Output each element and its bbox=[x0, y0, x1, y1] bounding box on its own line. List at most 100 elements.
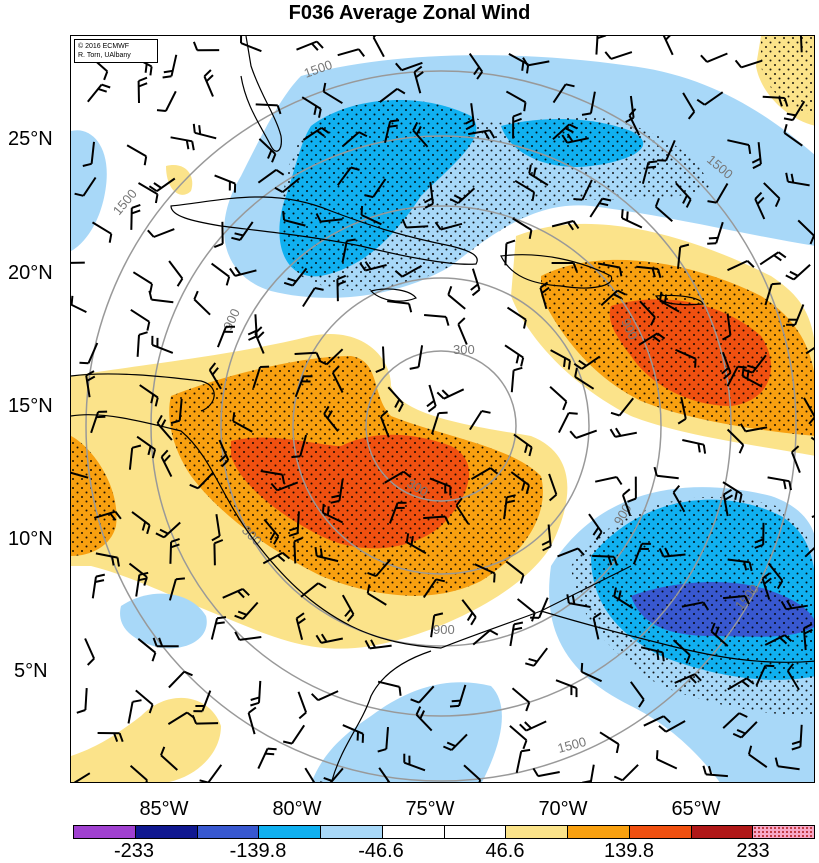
wind-barb-tick bbox=[774, 255, 781, 260]
wind-barb-tick bbox=[192, 141, 194, 150]
wind-barb-tick bbox=[446, 317, 449, 326]
wind-barb-tick bbox=[494, 573, 495, 582]
wind-barb-tick bbox=[257, 332, 264, 338]
wind-barb-tick bbox=[529, 659, 538, 662]
wind-barb-shaft bbox=[195, 133, 216, 139]
credit-line-2: R. Torn, UAlbany bbox=[78, 51, 154, 60]
wind-map: 1500 1500 1500 1500 1500 900 900 900 900… bbox=[71, 36, 815, 783]
wind-barb-tick bbox=[407, 533, 408, 542]
wind-barb-tick bbox=[147, 322, 149, 331]
wind-barb-tick bbox=[569, 413, 578, 414]
wind-barb-tick bbox=[72, 296, 73, 305]
wind-barb-tick bbox=[468, 613, 473, 621]
wind-barb-tick bbox=[701, 55, 707, 62]
wind-barb-tick bbox=[230, 269, 235, 276]
wind-barb-tick bbox=[233, 412, 234, 421]
wind-barb-tick bbox=[790, 272, 798, 276]
wind-barb-tick bbox=[429, 406, 436, 412]
wind-barb-shaft bbox=[518, 599, 535, 613]
wind-barb-tick bbox=[522, 62, 523, 71]
wind-barb-tick bbox=[77, 710, 86, 713]
wind-barb-tick bbox=[265, 754, 274, 755]
wind-barb-shaft bbox=[292, 725, 304, 743]
colorbar-label-139: 139.8 bbox=[604, 840, 654, 863]
wind-barb-shaft bbox=[212, 264, 230, 277]
lon-label-80w: 80°W bbox=[272, 798, 321, 821]
colorbar-segment bbox=[136, 826, 198, 838]
wind-barb-tick bbox=[110, 234, 112, 243]
wind-barb-tick bbox=[439, 413, 448, 414]
wind-barb-tick bbox=[772, 284, 781, 285]
wind-barb-tick bbox=[524, 102, 525, 111]
lon-label-65w: 65°W bbox=[671, 798, 720, 821]
wind-barb-shaft bbox=[505, 345, 523, 357]
colorbar-label-neg46: -46.6 bbox=[358, 840, 404, 863]
wind-barb-tick bbox=[471, 617, 476, 625]
wind-barb-tick bbox=[563, 402, 566, 410]
wind-barb-shaft bbox=[133, 272, 152, 284]
colorbar-segment bbox=[630, 826, 692, 838]
wind-barb-shaft bbox=[131, 310, 150, 322]
wind-barb-shaft bbox=[249, 713, 255, 734]
wind-barb-shaft bbox=[256, 104, 278, 105]
wind-barb-tick bbox=[148, 230, 154, 237]
contour-label-900-s: 900 bbox=[433, 622, 455, 637]
wind-barb-shaft bbox=[166, 91, 176, 111]
wind-barb-tick bbox=[194, 124, 195, 133]
wind-barb-tick bbox=[611, 429, 616, 437]
wind-barb-shaft bbox=[657, 476, 679, 478]
wind-barb-shaft bbox=[512, 370, 514, 392]
colorbar-label-neg233: -233 bbox=[114, 840, 154, 863]
wind-barb-tick bbox=[707, 243, 716, 244]
wind-barb-tick bbox=[452, 701, 461, 702]
wind-barb-shaft bbox=[127, 145, 146, 156]
wind-barb-tick bbox=[709, 238, 718, 239]
wind-barb-shaft bbox=[538, 772, 560, 776]
wind-barb-tick bbox=[251, 697, 260, 700]
wind-barb-shaft bbox=[169, 261, 182, 279]
positive-wind-small-north bbox=[166, 165, 192, 195]
wind-barb-tick bbox=[139, 332, 148, 335]
wind-barb-tick bbox=[514, 368, 523, 371]
colorbar-segment bbox=[321, 826, 383, 838]
wind-barb-tick bbox=[698, 444, 699, 453]
wind-barb-tick bbox=[157, 110, 166, 111]
wind-barb-shaft bbox=[129, 702, 133, 724]
wind-barb-tick bbox=[154, 183, 161, 188]
wind-barb-tick bbox=[139, 83, 147, 86]
wind-barb-tick bbox=[582, 663, 583, 672]
colorbar-label-46: 46.6 bbox=[486, 840, 525, 863]
wind-barb-shaft bbox=[513, 688, 530, 702]
wind-barb-tick bbox=[442, 390, 448, 396]
wind-barb-tick bbox=[525, 663, 534, 666]
wind-barb-shaft bbox=[196, 723, 218, 724]
wind-barb-tick bbox=[199, 125, 200, 134]
wind-barb-shaft bbox=[576, 431, 597, 438]
wind-barb-tick bbox=[704, 445, 705, 454]
wind-barb-tick bbox=[765, 666, 774, 667]
wind-barb-shaft bbox=[517, 751, 522, 773]
wind-barb-tick bbox=[514, 623, 523, 625]
lon-label-75w: 75°W bbox=[405, 798, 454, 821]
wind-barb-shaft bbox=[337, 279, 338, 301]
wind-barb-tick bbox=[573, 199, 582, 200]
wind-barb-tick bbox=[362, 206, 363, 215]
wind-barb-tick bbox=[316, 547, 317, 556]
wind-barb-tick bbox=[200, 780, 209, 782]
wind-barb-shaft bbox=[623, 765, 639, 781]
wind-barb-shaft bbox=[448, 295, 465, 309]
lat-label-25n: 25°N bbox=[8, 128, 53, 151]
wind-barb-tick bbox=[389, 126, 398, 127]
wind-barb-tick bbox=[268, 749, 277, 750]
wind-barb-shaft bbox=[214, 543, 215, 565]
wind-barb-tick bbox=[102, 85, 111, 88]
wind-barb-tick bbox=[648, 161, 657, 162]
wind-barb-shaft bbox=[169, 672, 184, 688]
wind-barb-tick bbox=[374, 36, 380, 37]
wind-barb-tick bbox=[665, 295, 666, 304]
wind-barb-shaft bbox=[596, 36, 597, 55]
wind-barb-tick bbox=[784, 118, 793, 120]
wind-barb-shaft bbox=[212, 618, 217, 639]
wind-barb-tick bbox=[784, 124, 786, 133]
wind-barb-shaft bbox=[374, 37, 384, 56]
